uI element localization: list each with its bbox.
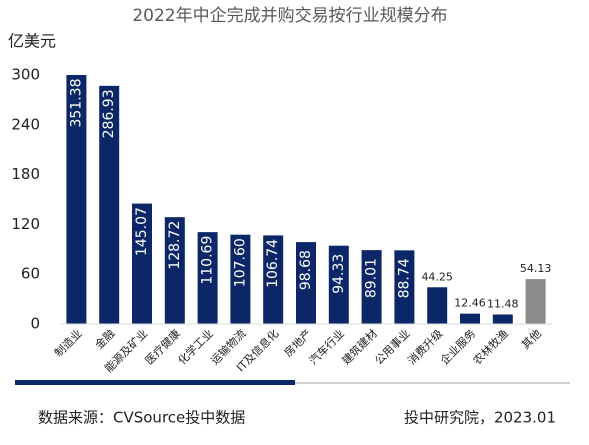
- chart-title: 2022年中企完成并购交易按行业规模分布: [132, 6, 447, 26]
- value-label: 110.69: [200, 236, 216, 285]
- y-tick-label: 240: [11, 115, 40, 133]
- value-label: 88.74: [396, 258, 412, 298]
- value-label: 145.07: [134, 207, 150, 256]
- bar: [394, 250, 415, 324]
- bar: [427, 287, 448, 324]
- value-label: 12.46: [454, 297, 486, 310]
- bar: [328, 245, 349, 324]
- y-axis-label: 亿美元: [8, 32, 56, 51]
- y-tick-label: 300: [11, 66, 40, 84]
- x-tick-label: 制造业: [51, 326, 84, 359]
- bar: [525, 279, 546, 324]
- x-tick-label: 化学工业: [175, 326, 216, 367]
- bar: [197, 232, 218, 324]
- bar: [99, 85, 120, 324]
- value-label: 128.72: [167, 221, 183, 270]
- bar: [66, 75, 87, 324]
- bar: [492, 314, 513, 324]
- x-tick-label: 农林牧渔: [470, 326, 511, 367]
- bars: [66, 75, 546, 324]
- value-label: 44.25: [421, 270, 453, 283]
- value-label: 94.33: [331, 254, 347, 294]
- value-label: 89.01: [364, 258, 380, 298]
- footer-bar: [15, 380, 295, 385]
- y-tick-label: 0: [30, 315, 40, 333]
- value-label: 106.74: [265, 239, 281, 288]
- value-label: 11.48: [487, 297, 519, 310]
- credit: 投中研究院，2023.01: [404, 409, 556, 427]
- value-label: 351.38: [68, 79, 84, 128]
- y-tick-label: 180: [11, 165, 40, 183]
- value-label: 98.68: [298, 250, 314, 290]
- source: 数据来源：CVSource投中数据: [38, 409, 245, 427]
- y-tick-label: 60: [21, 265, 40, 283]
- bar: [164, 217, 185, 324]
- bar: [296, 242, 316, 324]
- bar: [230, 234, 251, 324]
- bar: [460, 313, 480, 324]
- bar: [132, 203, 152, 324]
- x-tick-label: 汽车行业: [306, 326, 347, 367]
- bar: [263, 235, 284, 324]
- x-tick-label: 企业服务: [437, 326, 478, 367]
- x-tick-label: 其他: [519, 327, 544, 352]
- y-tick-label: 120: [11, 215, 40, 233]
- x-tick-label: 公用事业: [372, 327, 412, 367]
- value-label: 286.93: [101, 89, 117, 138]
- bar: [361, 250, 382, 324]
- x-tick-label: 金融: [92, 326, 117, 351]
- value-label: 54.13: [520, 262, 552, 275]
- x-tick-label: 消费升级: [404, 326, 445, 367]
- value-label: 107.60: [232, 238, 248, 287]
- x-tick-label: 建筑建材: [339, 326, 380, 367]
- x-tick-label: 医疗健康: [142, 326, 183, 367]
